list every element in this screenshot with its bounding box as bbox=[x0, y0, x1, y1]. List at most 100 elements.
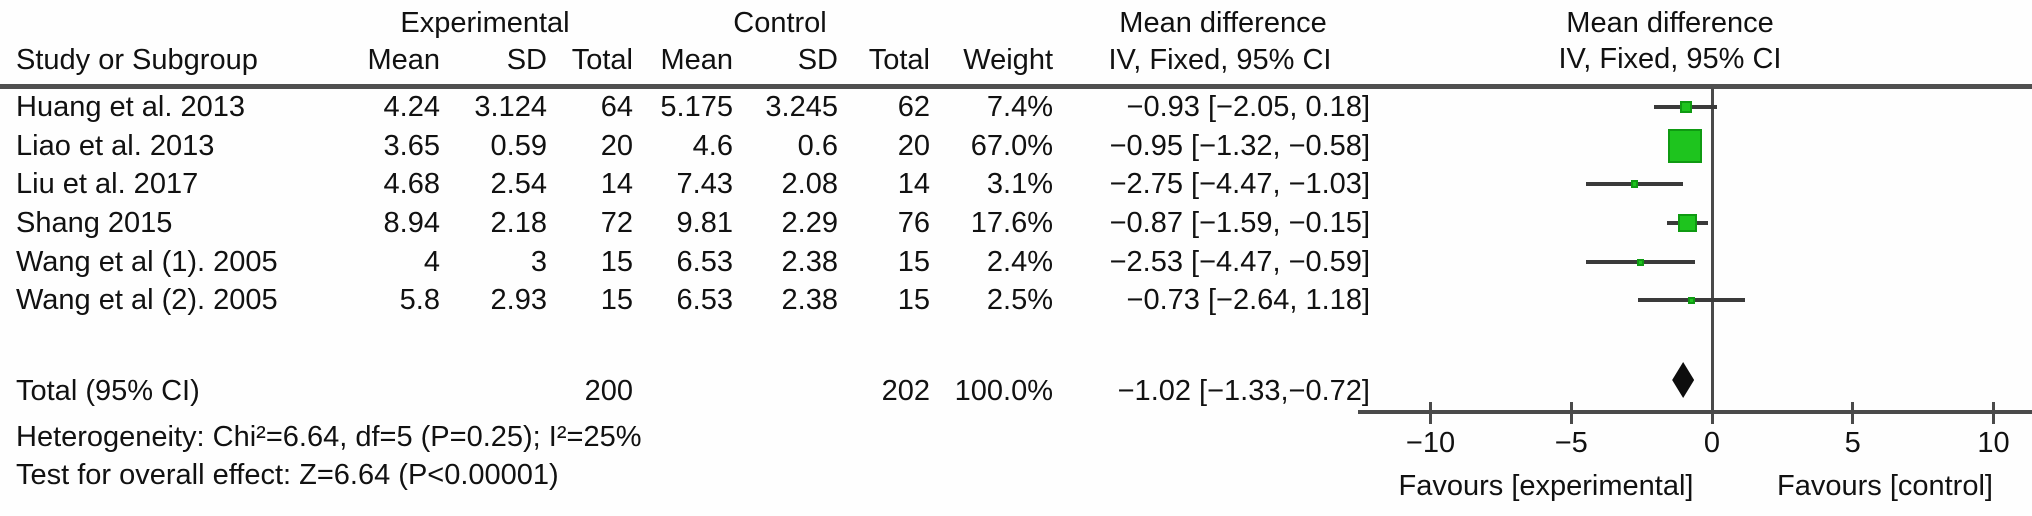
weight-value: 7.4% bbox=[986, 91, 1053, 123]
group-header-mean-difference: Mean difference bbox=[1119, 7, 1327, 39]
axis-tick-label: 0 bbox=[1703, 427, 1721, 459]
summary-diamond bbox=[1672, 362, 1695, 398]
col-header-ctl-sd: SD bbox=[797, 44, 838, 76]
ci-text: −0.93 [−2.05, 0.18] bbox=[1126, 91, 1370, 123]
study-label: Liu et al. 2017 bbox=[16, 168, 199, 200]
effect-square bbox=[1679, 101, 1692, 113]
exp-mean-value: 4.24 bbox=[383, 91, 440, 123]
axis-tick-label: 10 bbox=[1977, 427, 2010, 459]
exp-mean-value: 8.94 bbox=[383, 207, 440, 239]
weight-value: 3.1% bbox=[986, 168, 1053, 200]
ci-text: −2.75 [−4.47, −1.03] bbox=[1109, 168, 1370, 200]
axis-tick bbox=[1851, 402, 1855, 424]
axis-tick-label: −5 bbox=[1554, 427, 1588, 459]
exp-mean-value: 4.68 bbox=[383, 168, 440, 200]
ctl-total-value: 15 bbox=[897, 284, 930, 316]
table-row: Liao et al. 2013 3.65 0.59 20 4.6 0.6 20… bbox=[0, 127, 1400, 165]
col-header-exp-sd: SD bbox=[506, 44, 547, 76]
col-header-exp-total: Total bbox=[571, 44, 633, 76]
col-header-study: Study or Subgroup bbox=[16, 44, 258, 76]
table-row: Huang et al. 2013 4.24 3.124 64 5.175 3.… bbox=[0, 88, 1400, 126]
axis-tick-label: −10 bbox=[1405, 427, 1456, 459]
table-row: Wang et al (2). 2005 5.8 2.93 15 6.53 2.… bbox=[0, 281, 1400, 319]
ci-text: −0.73 [−2.64, 1.18] bbox=[1126, 284, 1370, 316]
effect-square bbox=[1637, 258, 1645, 266]
total-ctl-total: 202 bbox=[881, 375, 930, 407]
exp-total-value: 64 bbox=[600, 91, 633, 123]
exp-total-value: 72 bbox=[600, 207, 633, 239]
exp-mean-value: 5.8 bbox=[399, 284, 440, 316]
ctl-total-value: 62 bbox=[897, 91, 930, 123]
ctl-sd-value: 2.38 bbox=[781, 284, 838, 316]
exp-sd-value: 3 bbox=[530, 246, 547, 278]
ctl-total-value: 76 bbox=[897, 207, 930, 239]
ctl-mean-value: 9.81 bbox=[676, 207, 733, 239]
axis-tick-label: 5 bbox=[1844, 427, 1861, 459]
study-label: Liao et al. 2013 bbox=[16, 130, 215, 162]
total-weight: 100.0% bbox=[954, 375, 1053, 407]
ctl-mean-value: 5.175 bbox=[660, 91, 733, 123]
exp-total-value: 14 bbox=[600, 168, 633, 200]
table-row: Wang et al (1). 2005 4 3 15 6.53 2.38 15… bbox=[0, 243, 1400, 281]
group-header-mean-difference-plot: Mean difference bbox=[1566, 7, 1774, 39]
ci-text: −0.95 [−1.32, −0.58] bbox=[1109, 130, 1370, 162]
favours-experimental-label: Favours [experimental] bbox=[1398, 470, 1694, 502]
weight-value: 17.6% bbox=[970, 207, 1053, 239]
header-divider bbox=[0, 84, 2032, 89]
column-header-row: Study or Subgroup Mean SD Total Mean SD … bbox=[0, 41, 1400, 79]
effect-square bbox=[1687, 296, 1695, 304]
study-label: Shang 2015 bbox=[16, 207, 173, 239]
ci-text: −2.53 [−4.47, −0.59] bbox=[1109, 246, 1370, 278]
exp-total-value: 15 bbox=[600, 284, 633, 316]
col-header-iv-fixed: IV, Fixed, 95% CI bbox=[1108, 44, 1332, 76]
ctl-mean-value: 7.43 bbox=[676, 168, 733, 200]
table-row: Shang 2015 8.94 2.18 72 9.81 2.29 76 17.… bbox=[0, 204, 1400, 242]
exp-mean-value: 3.65 bbox=[383, 130, 440, 162]
zero-reference-line bbox=[1711, 88, 1714, 412]
effect-square bbox=[1630, 180, 1639, 188]
total-ci-text: −1.02 [−1.33,−0.72] bbox=[1117, 375, 1370, 407]
heterogeneity-text: Heterogeneity: Chi²=6.64, df=5 (P=0.25);… bbox=[16, 421, 642, 453]
exp-sd-value: 0.59 bbox=[490, 130, 547, 162]
effect-square bbox=[1668, 129, 1703, 163]
axis-tick bbox=[1710, 402, 1714, 424]
weight-value: 2.5% bbox=[986, 284, 1053, 316]
study-label: Wang et al (1). 2005 bbox=[16, 246, 278, 278]
ci-text: −0.87 [−1.59, −0.15] bbox=[1109, 207, 1370, 239]
total-row: Total (95% CI) 200 202 100.0% −1.02 [−1.… bbox=[0, 372, 1400, 410]
overall-effect-text: Test for overall effect: Z=6.64 (P<0.000… bbox=[16, 459, 559, 491]
ctl-mean-value: 4.6 bbox=[692, 130, 733, 162]
axis-tick bbox=[1429, 402, 1432, 424]
exp-sd-value: 2.54 bbox=[490, 168, 547, 200]
ctl-sd-value: 2.38 bbox=[781, 246, 838, 278]
axis-tick bbox=[1569, 402, 1573, 424]
exp-sd-value: 2.93 bbox=[490, 284, 547, 316]
exp-mean-value: 4 bbox=[423, 246, 440, 278]
exp-total-value: 15 bbox=[600, 246, 633, 278]
ctl-sd-value: 2.08 bbox=[781, 168, 838, 200]
ctl-sd-value: 3.245 bbox=[765, 91, 838, 123]
study-label: Huang et al. 2013 bbox=[16, 91, 245, 123]
effect-square bbox=[1678, 213, 1697, 232]
col-header-ctl-total: Total bbox=[868, 44, 930, 76]
ctl-mean-value: 6.53 bbox=[676, 246, 733, 278]
group-header-experimental: Experimental bbox=[400, 7, 570, 39]
ctl-total-value: 20 bbox=[897, 130, 930, 162]
col-header-exp-mean: Mean bbox=[367, 44, 440, 76]
ctl-mean-value: 6.53 bbox=[676, 284, 733, 316]
col-header-weight: Weight bbox=[963, 44, 1053, 76]
exp-sd-value: 2.18 bbox=[490, 207, 547, 239]
weight-value: 2.4% bbox=[986, 246, 1053, 278]
ctl-sd-value: 2.29 bbox=[781, 207, 838, 239]
table-row: Liu et al. 2017 4.68 2.54 14 7.43 2.08 1… bbox=[0, 165, 1400, 203]
favours-control-label: Favours [control] bbox=[1777, 470, 1993, 502]
col-header-iv-fixed-plot: IV, Fixed, 95% CI bbox=[1558, 43, 1782, 75]
total-exp-total: 200 bbox=[584, 375, 633, 407]
study-label: Wang et al (2). 2005 bbox=[16, 284, 278, 316]
total-label: Total (95% CI) bbox=[16, 375, 200, 407]
group-header-control: Control bbox=[733, 7, 827, 39]
ctl-total-value: 14 bbox=[897, 168, 930, 200]
ctl-sd-value: 0.6 bbox=[797, 130, 838, 162]
